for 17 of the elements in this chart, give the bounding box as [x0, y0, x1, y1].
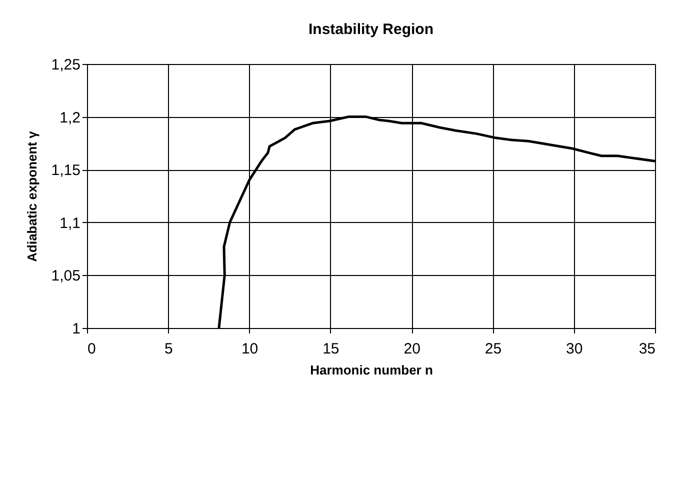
y-tick-label: 1,15 [51, 162, 80, 180]
x-tick-label: 25 [484, 340, 502, 358]
x-tick-label: 15 [322, 340, 340, 358]
x-tick-label: 5 [164, 340, 173, 358]
chart-title: Instability Region [308, 21, 434, 38]
y-tick-label: 1,2 [60, 109, 80, 126]
y-tick-label: 1 [72, 320, 80, 338]
x-axis-title: Harmonic number n [310, 362, 433, 378]
x-tick-label: 0 [88, 340, 96, 358]
x-tick-label: 10 [241, 340, 258, 358]
y-axis-title: Adiabatic exponent γ [24, 130, 40, 262]
x-tick-label: 35 [638, 340, 656, 358]
y-tick-label: 1,05 [51, 268, 80, 285]
x-tick-label: 20 [404, 340, 420, 358]
y-tick-label: 1,1 [60, 214, 80, 232]
y-tick-label: 1,25 [51, 56, 80, 74]
x-tick-label: 30 [566, 340, 583, 358]
